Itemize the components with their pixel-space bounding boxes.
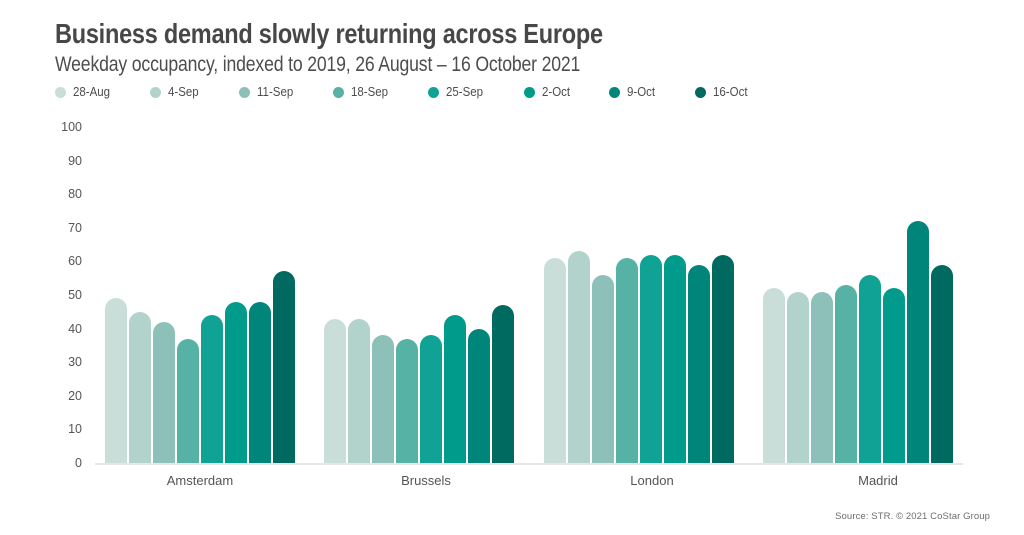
source-note: Source: STR. © 2021 CoStar Group [835,511,990,522]
bar-groups [95,127,963,463]
bar-london-28-aug [543,258,566,463]
bar-amsterdam-25-sep [201,315,223,463]
bar-madrid-28-aug [762,288,785,463]
bar-london-25-sep [639,254,662,463]
legend-item-11-sep: 11-Sep [238,85,296,99]
bar-group-amsterdam [105,127,295,463]
legend-item-9-oct: 9-Oct [609,85,658,99]
x-label-madrid: Madrid [858,473,898,488]
bar-madrid-18-sep [834,284,857,463]
bar-madrid-9-oct [906,221,929,463]
legend-label: 9-Oct [627,85,656,99]
bar-brussels-4-sep [348,318,371,463]
bar-madrid-2-oct [882,288,905,463]
bar-london-4-sep [567,251,590,463]
bar-group-brussels [324,127,515,463]
legend-label: 16-Oct [712,85,748,99]
legend: 28-Aug 4-Sep 11-Sep 18-Sep 25-Sep 2-Oct 9-Oct 1… [55,85,750,99]
y-tick-label: 40 [68,321,82,336]
legend-item-2-oct: 2-Oct [523,85,573,99]
y-tick-label: 30 [68,355,82,370]
bar-madrid-11-sep [810,291,833,463]
bar-london-11-sep [591,274,614,463]
legend-item-28-aug: 28-Aug [55,85,113,99]
bar-brussels-16-oct [492,305,515,463]
bar-brussels-11-sep [372,335,395,463]
bar-brussels-18-sep [396,338,419,463]
y-tick-label: 10 [68,422,82,437]
bar-amsterdam-16-oct [273,271,295,463]
legend-dot-icon [150,86,162,98]
x-label-london: London [630,473,674,488]
plot-area [95,127,963,465]
bar-madrid-25-sep [858,274,881,463]
legend-item-18-sep: 18-Sep [333,85,391,99]
legend-dot-icon [238,86,250,98]
bar-brussels-25-sep [420,335,443,463]
legend-label: 28-Aug [73,85,111,99]
bar-amsterdam-9-oct [249,301,271,463]
legend-dot-icon [55,86,66,98]
legend-dot-icon [609,86,621,98]
legend-label: 11-Sep [256,85,293,99]
chart-title: Business demand slowly returning across … [55,18,603,49]
legend-item-16-oct: 16-Oct [694,85,751,99]
legend-dot-icon [428,86,440,98]
x-label-brussels: Brussels [401,473,451,488]
legend-label: 4-Sep [168,85,200,99]
y-tick-label: 20 [68,388,82,403]
legend-label: 18-Sep [351,85,389,99]
bar-brussels-28-aug [324,318,347,463]
legend-item-4-sep: 4-Sep [150,85,201,99]
y-tick-label: 90 [68,153,82,168]
legend-label: 25-Sep [446,85,484,99]
bar-amsterdam-28-aug [105,298,127,463]
bar-london-18-sep [615,258,638,463]
bar-group-london [543,127,734,463]
bar-london-16-oct [711,254,734,463]
bar-amsterdam-11-sep [153,321,175,463]
bar-london-9-oct [687,264,710,463]
bar-amsterdam-18-sep [177,338,199,463]
legend-item-25-sep: 25-Sep [428,85,486,99]
bar-amsterdam-4-sep [129,311,151,463]
x-label-amsterdam: Amsterdam [166,473,234,488]
legend-dot-icon [333,86,345,98]
bar-brussels-9-oct [468,328,491,463]
chart-subtitle: Weekday occupancy, indexed to 2019, 26 A… [55,53,581,76]
bar-london-2-oct [663,254,686,463]
y-tick-label: 0 [75,456,82,470]
y-axis: 0 10 20 30 40 50 60 70 80 90 100 [48,120,82,470]
bar-brussels-2-oct [444,315,467,463]
legend-label: 2-Oct [541,85,570,99]
bar-madrid-4-sep [786,291,809,463]
x-axis-labels: Amsterdam Brussels London Madrid [95,473,983,488]
legend-dot-icon [694,86,706,98]
y-tick-label: 50 [68,288,82,302]
bar-amsterdam-2-oct [225,301,247,463]
bar-madrid-16-oct [930,264,953,463]
y-tick-label: 100 [61,120,82,134]
y-tick-label: 80 [68,187,82,202]
bar-group-madrid [762,127,953,463]
y-tick-label: 70 [68,220,82,235]
legend-dot-icon [523,86,535,98]
y-tick-label: 60 [68,254,82,269]
